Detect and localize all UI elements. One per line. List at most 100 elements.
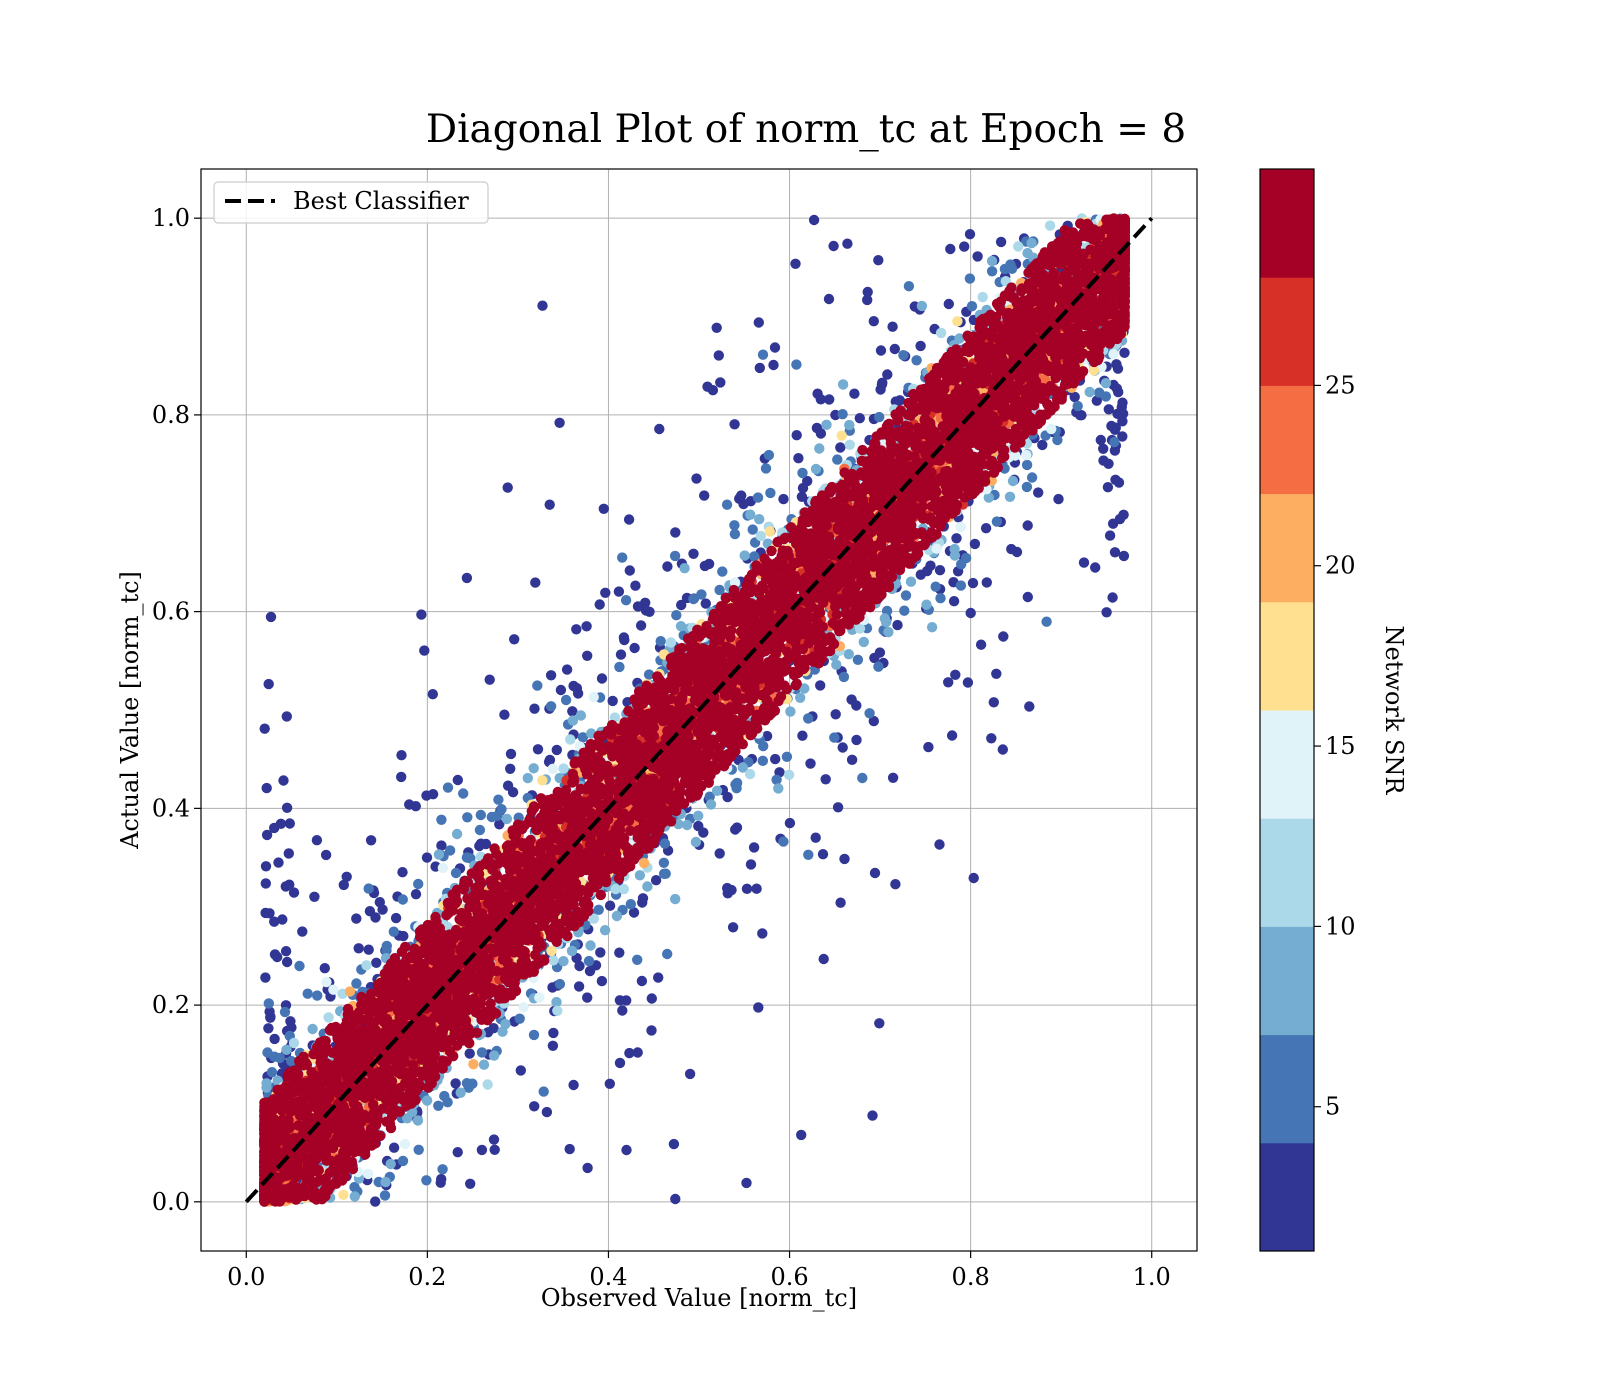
scatter-point <box>820 774 831 785</box>
scatter-point <box>450 867 462 879</box>
scatter-point <box>545 670 557 681</box>
scatter-point <box>975 639 987 650</box>
scatter-point <box>835 442 846 453</box>
scatter-point <box>1022 247 1033 259</box>
scatter-point <box>478 1059 490 1070</box>
scatter-point <box>797 730 808 741</box>
scatter-point <box>923 741 934 753</box>
scatter-point <box>613 586 625 597</box>
scatter-point <box>1107 592 1118 603</box>
scatter-point <box>410 889 422 900</box>
scatter-point <box>614 995 626 1006</box>
scatter-point <box>846 754 858 765</box>
scatter-point <box>371 957 382 968</box>
scatter-point <box>1078 557 1090 568</box>
scatter-point <box>1084 386 1095 398</box>
scatter-point <box>514 1013 525 1024</box>
scatter-point <box>577 732 589 743</box>
scatter-point <box>815 680 826 691</box>
scatter-point <box>950 669 961 680</box>
scatter-point <box>323 1012 334 1023</box>
scatter-point <box>715 377 726 388</box>
scatter-point <box>729 520 740 531</box>
scatter-point <box>729 528 741 540</box>
scatter-point <box>493 794 504 805</box>
scatter-point <box>665 637 677 648</box>
scatter-point <box>785 706 796 717</box>
scatter-point <box>991 668 1002 679</box>
scatter-point <box>528 1029 540 1041</box>
scatter-point <box>532 680 543 691</box>
scatter-point <box>1102 482 1114 493</box>
scatter-point <box>931 543 942 554</box>
scatter-point <box>442 782 454 793</box>
scatter-point <box>547 1040 559 1052</box>
scatter-point <box>935 327 947 339</box>
scatter-point <box>1072 400 1083 412</box>
scatter-points <box>259 213 1130 1207</box>
scatter-point <box>791 359 802 370</box>
scatter-point <box>704 791 715 802</box>
scatter-point <box>658 857 670 868</box>
scatter-point <box>1109 547 1121 558</box>
scatter-point <box>765 487 776 499</box>
scatter-point <box>264 908 275 919</box>
scatter-point <box>955 521 966 533</box>
scatter-point <box>890 879 901 890</box>
scatter-point <box>328 984 339 995</box>
scatter-point <box>452 1147 463 1158</box>
scatter-point <box>818 953 829 965</box>
scatter-point <box>596 673 608 684</box>
scatter-point <box>1110 422 1122 433</box>
scatter-point <box>731 822 743 833</box>
scatter-point <box>952 316 963 327</box>
scatter-point <box>921 599 932 610</box>
scatter-point <box>670 893 681 905</box>
scatter-point <box>1094 387 1105 398</box>
scatter-point <box>669 550 681 562</box>
scatter-point <box>757 349 769 360</box>
scatter-point <box>1095 434 1107 446</box>
scatter-point <box>690 836 702 848</box>
scatter-point <box>1033 487 1044 498</box>
scatter-point <box>741 1177 752 1189</box>
scatter-point <box>505 763 516 774</box>
scatter-point <box>815 428 827 439</box>
scatter-point <box>835 897 846 908</box>
scatter-point <box>700 598 711 609</box>
scatter-point <box>588 691 599 703</box>
scatter-point <box>964 229 976 240</box>
scatter-point <box>711 785 723 796</box>
scatter-point <box>714 584 725 596</box>
scatter-point <box>560 694 572 706</box>
scatter-point <box>397 867 408 878</box>
scatter-point <box>629 642 640 654</box>
scatter-point <box>501 813 513 825</box>
scatter-point <box>427 689 438 700</box>
scatter-point <box>988 697 999 708</box>
scatter-point <box>889 343 900 355</box>
scatter-point <box>815 394 826 405</box>
scatter-point <box>688 593 699 605</box>
scatter-point <box>768 359 779 371</box>
scatter-point <box>279 1006 291 1018</box>
scatter-point <box>635 620 647 631</box>
scatter-point <box>320 849 332 861</box>
scatter-point <box>319 963 330 974</box>
scatter-point <box>796 1129 807 1141</box>
scatter-point <box>1069 391 1080 403</box>
scatter-point <box>338 879 349 891</box>
scatter-point <box>852 654 864 665</box>
scatter-point <box>736 490 747 501</box>
scatter-point <box>488 1050 500 1061</box>
scatter-point <box>831 659 842 670</box>
scatter-point <box>365 835 377 846</box>
scatter-point <box>705 799 717 810</box>
scatter-point <box>824 394 835 405</box>
scatter-point <box>261 829 273 841</box>
scatter-point <box>554 417 565 428</box>
scatter-point <box>1022 520 1033 531</box>
scatter-point <box>748 842 760 853</box>
scatter-point <box>1053 493 1064 505</box>
scatter-point <box>269 822 280 834</box>
